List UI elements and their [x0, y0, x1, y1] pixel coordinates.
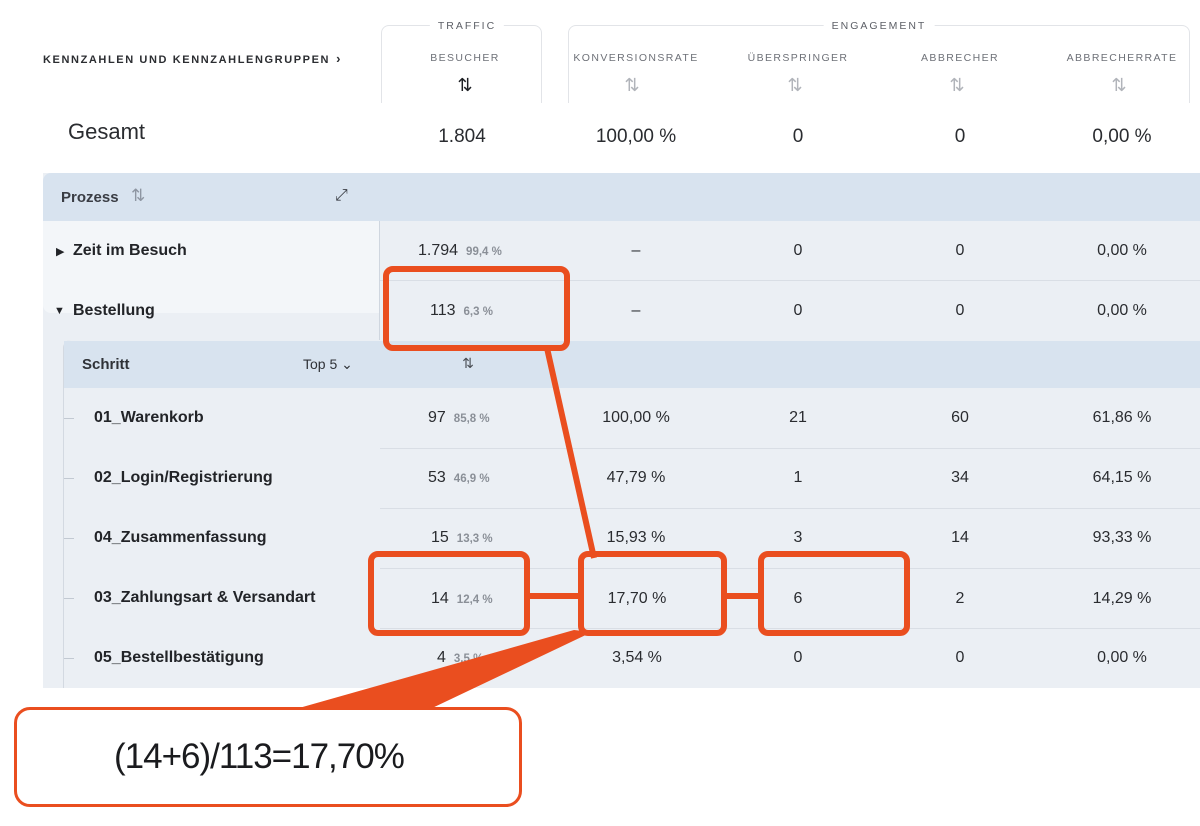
sort-icon[interactable]: ⇅: [1111, 75, 1127, 95]
caret-down-icon[interactable]: ▼: [54, 305, 65, 317]
schritt-header: [64, 341, 380, 388]
caret-right-icon[interactable]: ▶: [56, 246, 65, 258]
sort-icon[interactable]: ⇅: [624, 75, 640, 95]
engagement-title: ENGAGEMENT: [823, 20, 935, 32]
visitors-cell: 113 6,3 %: [430, 302, 493, 319]
skippers-cell: 0: [793, 242, 803, 259]
dropouts-cell: 60: [951, 409, 969, 426]
dropout-rate-cell: 0,00 %: [1097, 302, 1147, 319]
total-dropouts: 0: [954, 126, 966, 147]
col-ueberspringer[interactable]: ÜBERSPRINGER: [747, 52, 849, 64]
col-abbrecherrate[interactable]: ABBRECHERRATE: [1066, 52, 1178, 64]
dropouts-cell: 14: [951, 529, 969, 546]
sort-icon[interactable]: ⇅: [462, 355, 474, 371]
conversion-cell: –: [631, 302, 641, 319]
row-label[interactable]: Zeit im Besuch: [73, 242, 187, 259]
conversion-cell: 100,00 %: [602, 409, 670, 426]
dropouts-cell: 2: [955, 590, 965, 607]
total-conversion: 100,00 %: [595, 126, 677, 147]
dropout-rate-cell: 93,33 %: [1092, 529, 1152, 546]
tree-connector: [64, 478, 74, 479]
row-divider: [380, 508, 1200, 509]
dropouts-cell: 0: [955, 302, 965, 319]
row-divider: [380, 628, 1200, 629]
skippers-cell: 21: [789, 409, 807, 426]
tree-connector: [64, 598, 74, 599]
connector-line: [544, 347, 597, 559]
skippers-cell: 0: [793, 302, 803, 319]
row-label[interactable]: 01_Warenkorb: [94, 409, 204, 426]
visitors-cell: 14 12,4 %: [431, 590, 493, 607]
schritt-label: Schritt: [82, 356, 130, 373]
tree-connector: [64, 418, 74, 419]
dropouts-cell: 0: [955, 649, 965, 666]
connector-line: [526, 593, 582, 599]
metrics-groups-label: KENNZAHLEN UND KENNZAHLENGRUPPEN: [43, 54, 331, 66]
skippers-cell: 0: [793, 649, 803, 666]
chevron-right-icon: ›: [336, 51, 343, 66]
dropout-rate-cell: 64,15 %: [1092, 469, 1152, 486]
row-label[interactable]: 02_Login/Registrierung: [94, 469, 273, 486]
traffic-title: TRAFFIC: [429, 20, 505, 32]
sort-icon[interactable]: ⇅: [131, 186, 146, 205]
sort-icon[interactable]: ⇅: [949, 75, 965, 95]
formula-text: (14+6)/113=17,70%: [114, 737, 405, 776]
prozess-header: [43, 173, 380, 221]
prozess-label: Prozess: [61, 189, 119, 206]
total-dropout-rate: 0,00 %: [1092, 126, 1152, 147]
tree-connector: [64, 538, 74, 539]
dropout-rate-cell: 0,00 %: [1097, 242, 1147, 259]
visitors-cell: 1.794 99,4 %: [418, 242, 502, 259]
row-divider: [380, 568, 1200, 569]
skippers-cell: 1: [793, 469, 803, 486]
row-divider: [380, 280, 1200, 281]
expand-icon[interactable]: ⤢: [335, 187, 348, 204]
conversion-cell: –: [631, 242, 641, 259]
highlight-bestellung-visitors: [383, 266, 570, 351]
highlight-zahlungsart-conversion: [578, 551, 727, 636]
col-konversionsrate[interactable]: KONVERSIONSRATE: [573, 52, 699, 64]
total-skippers: 0: [792, 126, 804, 147]
connector-line: [724, 593, 762, 599]
row-label[interactable]: 04_Zusammenfassung: [94, 529, 267, 546]
visitors-cell: 15 13,3 %: [431, 529, 493, 546]
conversion-cell: 17,70 %: [607, 590, 667, 607]
chevron-down-icon: ⌄: [341, 356, 353, 372]
highlight-zahlungsart-skippers: [758, 551, 910, 636]
visitors-cell: 53 46,9 %: [428, 469, 490, 486]
total-visitors: 1.804: [438, 126, 486, 147]
tree-connector: [64, 658, 74, 659]
metrics-groups-link[interactable]: KENNZAHLEN UND KENNZAHLENGRUPPEN ›: [43, 51, 342, 66]
col-besucher[interactable]: BESUCHER: [430, 52, 500, 64]
highlight-zahlungsart-visitors: [368, 551, 530, 636]
callout-pointer: [292, 630, 592, 710]
visitors-cell: 97 85,8 %: [428, 409, 490, 426]
dropout-rate-cell: 0,00 %: [1097, 649, 1147, 666]
dropouts-cell: 0: [955, 242, 965, 259]
top5-dropdown[interactable]: Top 5 ⌄: [303, 356, 353, 372]
row-label[interactable]: 03_Zahlungsart & Versandart: [94, 589, 316, 606]
prozess-header-bar: [380, 173, 1200, 221]
col-abbrecher[interactable]: ABBRECHER: [921, 52, 999, 64]
conversion-cell: 47,79 %: [606, 469, 666, 486]
conversion-cell: 3,54 %: [612, 649, 662, 666]
sort-icon[interactable]: ⇅: [787, 75, 803, 95]
dropouts-cell: 34: [951, 469, 969, 486]
skippers-cell: 6: [793, 590, 803, 607]
dropout-rate-cell: 14,29 %: [1092, 590, 1152, 607]
skippers-cell: 3: [793, 529, 803, 546]
formula-callout: [14, 707, 522, 807]
sort-icon[interactable]: ⇅: [457, 75, 473, 95]
row-label[interactable]: Bestellung: [73, 302, 155, 319]
row-label[interactable]: 05_Bestellbestätigung: [94, 649, 264, 666]
prozess-left-column: [43, 221, 380, 313]
row-divider: [380, 448, 1200, 449]
conversion-cell: 15,93 %: [606, 529, 666, 546]
dropout-rate-cell: 61,86 %: [1092, 409, 1152, 426]
total-label: Gesamt: [68, 119, 146, 144]
schritt-panel: [63, 340, 380, 688]
